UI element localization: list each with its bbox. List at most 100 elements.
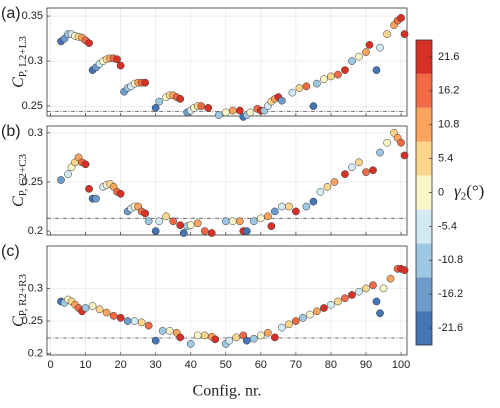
y-tick-label: 0.35 <box>22 10 43 22</box>
data-point <box>200 227 209 235</box>
data-point <box>383 138 391 147</box>
data-point <box>116 61 125 70</box>
data-point <box>151 336 160 345</box>
data-point <box>193 331 202 340</box>
data-point <box>362 284 370 293</box>
y-label-main: C <box>10 196 27 207</box>
colorbar-tick-label: 21.6 <box>438 51 459 63</box>
data-point <box>295 84 304 92</box>
data-point <box>116 313 125 322</box>
data-point <box>302 82 311 91</box>
x-axis-label: Config. nr. <box>193 383 262 400</box>
data-point <box>228 106 237 115</box>
data-point <box>330 178 339 186</box>
data-point <box>242 227 251 235</box>
x-tick-label: 10 <box>79 359 91 371</box>
data-point <box>144 217 153 226</box>
data-point <box>102 308 111 317</box>
data-point <box>348 291 356 299</box>
data-point <box>141 209 149 218</box>
data-point <box>197 102 206 110</box>
data-point <box>278 323 286 332</box>
colorbar-bin <box>416 243 432 278</box>
data-point <box>242 336 251 345</box>
data-point <box>235 217 244 226</box>
colorbar-bin <box>416 73 432 108</box>
colorbar-tick-label: 5.4 <box>438 153 453 165</box>
data-point <box>263 212 272 221</box>
colorbar-tick-label: -10.8 <box>438 254 463 266</box>
y-tick-label: 0.2 <box>28 225 43 237</box>
data-point <box>169 217 178 226</box>
data-point <box>292 317 300 325</box>
data-point <box>270 207 279 216</box>
data-point <box>313 79 321 88</box>
data-point <box>151 104 160 112</box>
y-axis-label: CP, C2+C3 <box>10 154 29 207</box>
data-point <box>278 96 286 105</box>
data-point <box>88 302 97 310</box>
colorbar-label: γ2(°) <box>454 181 484 202</box>
data-point <box>249 217 258 226</box>
colorbar-bin <box>416 107 432 142</box>
data-point <box>130 317 139 325</box>
data-point <box>302 202 311 211</box>
data-point <box>179 229 188 237</box>
data-point <box>81 304 90 312</box>
plot-frame <box>46 245 408 356</box>
y-tick-label: 0.3 <box>28 127 43 139</box>
data-point <box>113 55 121 64</box>
data-point <box>341 294 349 303</box>
data-point <box>320 75 328 83</box>
data-point <box>327 300 335 309</box>
colorbar-tick-label: -16.2 <box>438 288 463 300</box>
data-point <box>109 311 118 320</box>
data-point <box>151 227 160 235</box>
data-point <box>348 57 356 65</box>
data-point <box>232 333 241 342</box>
data-point <box>376 43 384 52</box>
data-point <box>144 321 153 330</box>
data-point <box>256 331 265 340</box>
data-point <box>341 66 349 74</box>
panel-tag: (a) <box>1 5 21 22</box>
y-tick-label: 0.3 <box>28 282 43 294</box>
data-point <box>85 39 93 47</box>
colorbar-bin <box>416 175 432 210</box>
data-point <box>376 309 384 318</box>
x-tick-label: 80 <box>325 359 337 371</box>
data-point <box>285 202 293 211</box>
data-point <box>141 78 149 87</box>
data-point <box>309 197 318 206</box>
y-label-sub: P, C2+C3 <box>17 154 29 197</box>
data-point <box>137 318 146 327</box>
data-point <box>320 304 328 312</box>
y-label-main: C <box>10 77 27 88</box>
data-point <box>95 305 104 314</box>
data-point <box>246 108 255 117</box>
data-point <box>285 320 293 329</box>
data-point <box>270 333 279 342</box>
y-tick-label: 0.2 <box>28 348 43 360</box>
data-point <box>211 335 220 344</box>
data-point <box>155 217 164 226</box>
data-point <box>397 138 405 147</box>
data-point <box>176 221 185 230</box>
data-point <box>316 187 325 196</box>
data-point <box>341 170 349 178</box>
data-point <box>348 163 356 172</box>
data-point <box>85 184 93 193</box>
colorbar-tick-label: 10.8 <box>438 119 459 131</box>
data-point <box>204 104 213 112</box>
y-label-main: C <box>10 316 27 327</box>
data-point <box>355 158 363 167</box>
data-point <box>221 108 230 117</box>
data-point <box>334 70 342 79</box>
data-point <box>376 148 384 157</box>
data-point <box>263 328 272 337</box>
x-tick-label: 90 <box>360 359 372 371</box>
panel-tag: (b) <box>1 123 21 140</box>
x-tick-label: 40 <box>185 359 197 371</box>
data-point <box>214 111 223 119</box>
